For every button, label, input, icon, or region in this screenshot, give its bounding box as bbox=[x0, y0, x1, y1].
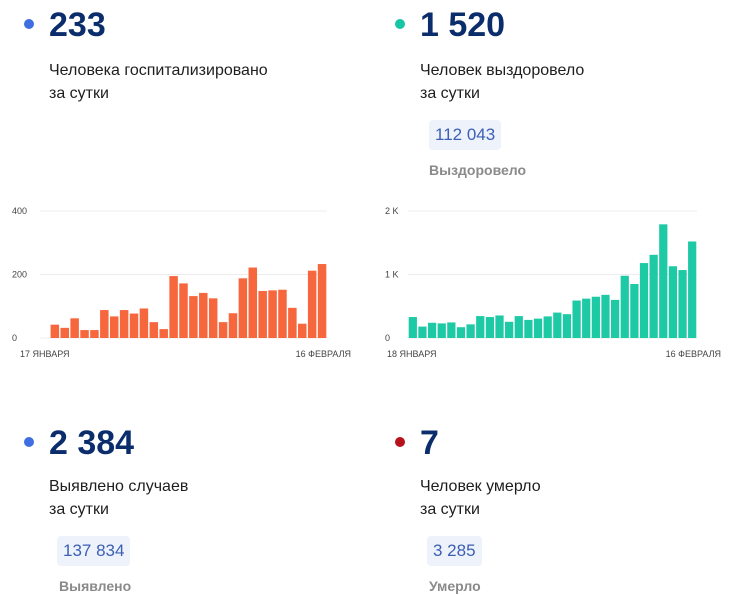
bar bbox=[208, 298, 218, 338]
bar bbox=[476, 316, 485, 338]
bar bbox=[668, 266, 678, 338]
bar bbox=[149, 322, 159, 338]
bar bbox=[562, 314, 572, 338]
blue-dot-icon bbox=[24, 437, 34, 447]
bar bbox=[139, 308, 149, 338]
bar bbox=[649, 254, 658, 338]
deaths-total-badge: 3 285 bbox=[427, 536, 482, 566]
bar bbox=[485, 317, 494, 338]
bar bbox=[611, 299, 620, 338]
bar bbox=[437, 323, 446, 338]
bar bbox=[630, 284, 639, 338]
hospitalized-label: Человека госпитализировано за сутки bbox=[49, 62, 268, 102]
bar bbox=[456, 327, 466, 338]
hospitalized-chart: 400 200 017 ЯНВАРЯ 16 ФЕВРАЛЯ bbox=[12, 206, 351, 359]
bar bbox=[218, 322, 228, 338]
red-dot-icon bbox=[395, 437, 405, 447]
bar bbox=[169, 276, 178, 338]
teal-dot-icon bbox=[395, 19, 405, 29]
recovered-label: Человек выздоровело за сутки bbox=[420, 62, 585, 102]
bar bbox=[278, 289, 287, 338]
y-tick-label: 400 bbox=[12, 206, 27, 216]
y-tick-label: 200 bbox=[12, 270, 27, 280]
bar bbox=[524, 319, 533, 338]
bar bbox=[639, 263, 649, 338]
bar bbox=[80, 330, 89, 338]
bar bbox=[268, 290, 277, 338]
deaths-value: 7 bbox=[420, 424, 439, 462]
recovered-total-badge: 112 043 bbox=[429, 120, 502, 150]
bar bbox=[408, 317, 417, 338]
cases-total-label: Выявлено bbox=[59, 578, 132, 594]
bar bbox=[238, 278, 248, 338]
bar bbox=[418, 326, 427, 338]
deaths-card: 7 Человек умерло за сутки 3 285 Умерло bbox=[373, 415, 746, 595]
bar bbox=[50, 324, 60, 338]
bar bbox=[129, 313, 139, 338]
bar bbox=[90, 330, 99, 338]
bar bbox=[678, 270, 687, 338]
bar bbox=[228, 313, 238, 338]
bar bbox=[317, 264, 327, 338]
y-tick-label: 0 bbox=[385, 333, 390, 343]
bar bbox=[505, 321, 514, 338]
bar bbox=[298, 323, 307, 338]
y-tick-label: 0 bbox=[12, 333, 17, 343]
bar bbox=[100, 310, 109, 338]
y-tick-label: 1 K bbox=[385, 270, 399, 280]
cases-label: Выявлено случаев за сутки bbox=[49, 478, 189, 518]
bar bbox=[60, 327, 69, 338]
cases-card: 2 384 Выявлено случаев за сутки 137 834 … bbox=[0, 415, 373, 595]
x-start-label: 17 ЯНВАРЯ bbox=[20, 349, 70, 359]
bar bbox=[495, 315, 504, 338]
x-end-label: 16 ФЕВРАЛЯ bbox=[296, 349, 351, 359]
bar bbox=[258, 291, 267, 338]
bar bbox=[70, 318, 79, 338]
bar bbox=[553, 312, 562, 338]
hospitalized-value: 233 bbox=[49, 6, 106, 44]
bar bbox=[533, 318, 543, 338]
deaths-label: Человек умерло за сутки bbox=[420, 478, 541, 518]
bar bbox=[179, 283, 188, 338]
recovered-chart: 2 K 1 K 0 18 ЯНВАРЯ 16 ФЕВРАЛЯ bbox=[385, 206, 721, 359]
bar bbox=[591, 296, 600, 338]
bar bbox=[109, 316, 119, 338]
bar bbox=[427, 322, 437, 338]
bar bbox=[248, 267, 258, 338]
bar bbox=[601, 294, 610, 338]
y-tick-label: 2 K bbox=[385, 206, 399, 216]
bar bbox=[514, 316, 523, 338]
cases-total-badge: 137 834 bbox=[57, 536, 131, 566]
bar bbox=[466, 324, 475, 338]
deaths-total-label: Умерло bbox=[429, 578, 481, 594]
bar bbox=[688, 241, 697, 338]
bar bbox=[189, 296, 198, 338]
x-end-label: 16 ФЕВРАЛЯ bbox=[666, 349, 721, 359]
blue-dot-icon bbox=[24, 19, 34, 29]
bar bbox=[582, 298, 591, 338]
bar bbox=[307, 270, 317, 338]
bar bbox=[447, 322, 456, 338]
bar bbox=[288, 307, 297, 338]
x-start-label: 18 ЯНВАРЯ bbox=[387, 349, 437, 359]
bar bbox=[159, 329, 168, 338]
bar bbox=[572, 300, 581, 338]
recovered-card: 1 520 Человек выздоровело за сутки 112 0… bbox=[373, 0, 746, 380]
bar bbox=[543, 316, 552, 338]
recovered-value: 1 520 bbox=[420, 6, 506, 44]
cases-value: 2 384 bbox=[49, 424, 135, 462]
bar bbox=[199, 292, 208, 338]
bar bbox=[659, 224, 668, 338]
hospitalized-card: 233 Человека госпитализировано за сутки … bbox=[0, 0, 373, 380]
bar bbox=[620, 275, 629, 338]
recovered-total-label: Выздоровело bbox=[429, 162, 527, 178]
bar bbox=[119, 310, 129, 338]
